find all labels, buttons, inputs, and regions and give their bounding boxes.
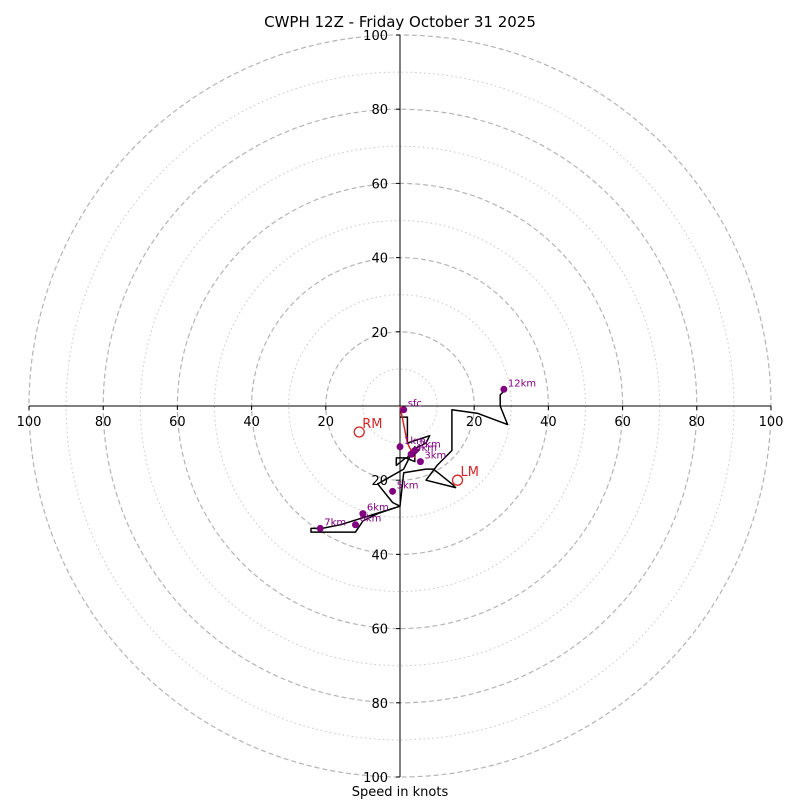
tick-labels: 100 80 60 40 20 20 40 60 80 100 100 80 60 40 20 20 40 60 8… [17,29,784,786]
height-marker-dot [359,510,367,518]
y-tick-label: 40 [371,548,388,563]
storm-motion-markers: RM LM [353,417,479,486]
storm-motion-rm-label: RM [362,417,382,432]
storm-motion-rm-marker [353,426,365,438]
x-tick-label: 80 [95,415,112,430]
height-marker-label: 6km [367,503,389,514]
height-marker-label: 2km [419,440,441,451]
x-tick-label: 100 [17,415,42,430]
storm-motion-lm-label: LM [461,465,479,480]
x-tick-label: 20 [466,415,483,430]
storm-motion-lm-marker [451,474,464,486]
x-tick-label: 40 [243,415,260,430]
x-tick-label: 100 [759,415,784,430]
hodograph-lines [310,390,509,533]
x-tick-label: 80 [689,415,706,430]
height-marker-dot [407,450,415,458]
height-marker-dot [416,458,424,466]
height-marker-dot [351,521,359,529]
y-tick-label: 60 [371,623,388,638]
y-tick-label: 20 [371,326,388,341]
y-tick-label: 80 [371,697,388,712]
height-marker-label: 1km [404,436,426,447]
x-tick-label: 40 [540,415,557,430]
height-marker-dot [389,487,397,495]
height-marker-dot [400,406,408,414]
chart-title: CWPH 12Z - Friday October 31 2025 [264,13,536,31]
height-marker-dot [316,524,324,532]
height-marker-label: 6km [359,514,381,525]
height-marker-label: sfc [408,399,422,410]
x-axis-label: Speed in knots [352,785,449,800]
y-tick-label: 60 [371,177,388,192]
height-marker-label: 7km [324,517,346,528]
height-marker-label: 4km [415,443,437,454]
height-marker-label: 12km [508,378,536,389]
y-tick-label: 100 [363,771,388,786]
x-tick-label: 60 [169,415,186,430]
y-tick-label: 20 [371,474,388,489]
x-tick-label: 60 [614,415,631,430]
height-marker-label: 3km [424,451,446,462]
height-marker-dot [500,385,508,393]
height-marker-label: 5km [397,480,419,491]
x-tick-label: 20 [318,415,335,430]
y-tick-label: 40 [371,252,388,267]
hodograph-trace [310,390,509,533]
y-tick-label: 100 [363,29,388,44]
y-tick-label: 80 [371,103,388,118]
height-marker-dot [396,443,404,451]
